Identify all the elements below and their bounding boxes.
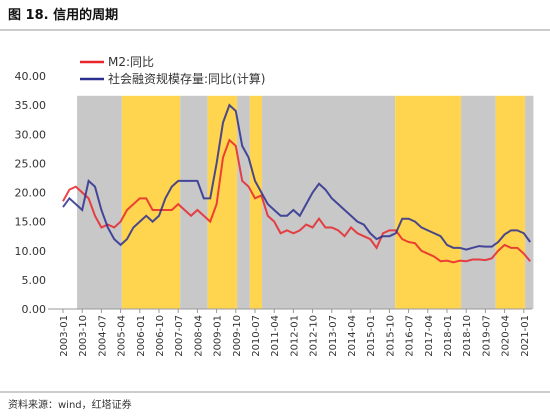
y-tick-label: 40.00 (15, 70, 47, 83)
x-tick-label: 2014-04 (347, 315, 358, 357)
x-tick-label: 2019-07 (481, 315, 492, 357)
legend-label: M2:同比 (108, 55, 154, 69)
x-tick-label: 2015-01 (366, 315, 377, 357)
x-tick-label: 2009-10 (232, 315, 243, 357)
x-tick-label: 2004-07 (97, 315, 108, 357)
y-tick-label: 10.00 (15, 245, 47, 258)
x-tick-label: 2003-01 (59, 315, 70, 357)
x-tick-label: 2021-01 (520, 315, 531, 357)
shaded-period (237, 95, 250, 310)
x-tick-label: 2018-01 (443, 315, 454, 357)
y-tick-label: 35.00 (15, 99, 47, 112)
x-tick-label: 2003-10 (78, 315, 89, 357)
source: 资料来源：wind，红塔证券 (8, 398, 132, 411)
y-tick-label: 5.00 (22, 274, 47, 287)
y-tick-label: 30.00 (15, 128, 47, 141)
y-tick-label: 0.00 (22, 303, 47, 316)
x-tick-label: 2017-04 (424, 315, 435, 357)
x-tick-label: 2013-07 (328, 315, 339, 357)
shaded-period (525, 95, 534, 310)
x-tick-label: 2008-04 (193, 315, 204, 357)
shaded-period (461, 95, 496, 310)
x-tick-label: 2012-01 (289, 315, 300, 357)
shaded-period (249, 95, 263, 310)
x-tick-label: 2006-01 (136, 315, 147, 357)
y-tick-label: 15.00 (15, 216, 47, 229)
x-tick-label: 2015-10 (385, 315, 396, 357)
x-tick-label: 2012-10 (309, 315, 320, 357)
shaded-period (121, 95, 181, 310)
series-line (62, 103, 532, 251)
x-tick-label: 2011-04 (270, 315, 281, 357)
x-tick-label: 2009-01 (213, 315, 224, 357)
shaded-period (262, 95, 396, 310)
x-tick-label: 2006-10 (155, 315, 166, 357)
chart-title: 图 18. 信用的周期 (8, 7, 118, 23)
x-tick-label: 2010-07 (251, 315, 262, 357)
x-tick-label: 2018-10 (462, 315, 473, 357)
y-tick-label: 20.00 (15, 187, 47, 200)
series-line (62, 138, 531, 264)
x-tick-label: 2016-07 (405, 315, 416, 357)
x-tick-label: 2005-04 (117, 315, 128, 357)
x-tick-label: 2020-04 (501, 315, 512, 357)
legend-label: 社会融资规模存量:同比(计算) (108, 71, 265, 86)
shaded-period (395, 95, 462, 310)
x-tick-label: 2007-07 (174, 315, 185, 357)
shaded-period (495, 95, 526, 310)
y-tick-label: 25.00 (15, 157, 47, 170)
shaded-period (180, 95, 208, 310)
